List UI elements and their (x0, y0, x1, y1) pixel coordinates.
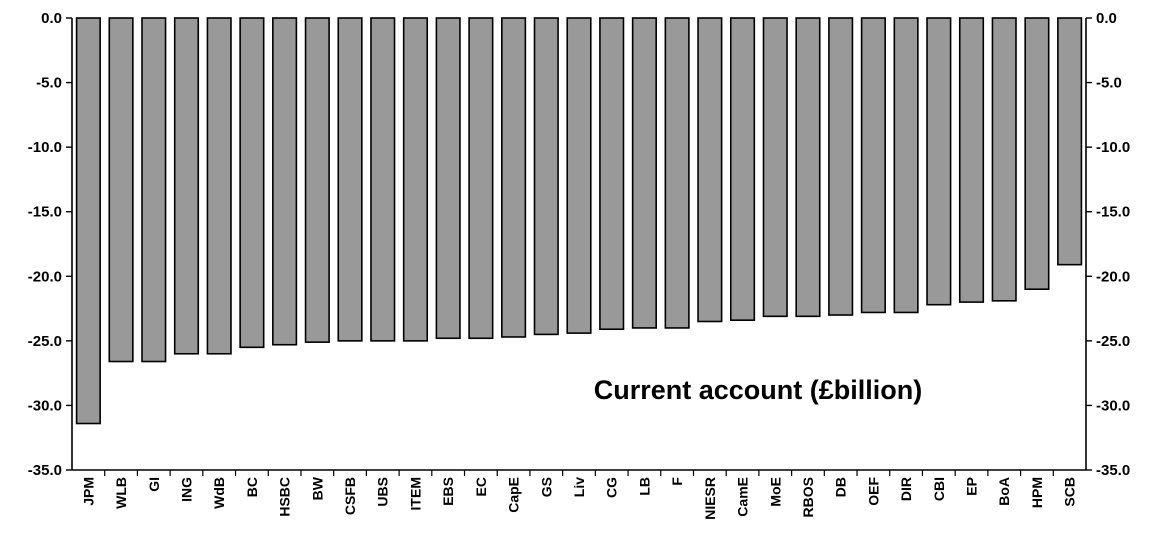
y-tick-label-right: -5.0 (1096, 75, 1122, 92)
bar-hpm (1024, 17, 1050, 291)
category-label: BW (309, 476, 325, 500)
bar-liv (566, 17, 592, 334)
y-tick-label-right: -35.0 (1096, 462, 1130, 479)
axes-layer (66, 17, 1092, 476)
category-label: UBS (375, 477, 391, 507)
chart-title: Current account (£billion) (594, 375, 923, 405)
bar-scb (1057, 17, 1083, 266)
bar-dir (893, 17, 919, 314)
bar-came (729, 17, 756, 321)
y-tick-label-left: -20.0 (28, 268, 62, 285)
y-tick-label-right: -30.0 (1096, 397, 1130, 414)
labels-layer: 0.0 0.0 -5.0 -5.0 -10.0 -10.0 -15.0 -15.0 -20.0 -… (28, 10, 1130, 520)
category-label: EC (473, 477, 489, 496)
category-label: Liv (571, 477, 587, 497)
bars-layer (75, 17, 1083, 425)
category-label: RBOS (800, 477, 816, 517)
bar-gi (141, 17, 167, 363)
category-label: CapE (506, 477, 522, 513)
category-label: CG (604, 477, 620, 498)
bar-boa (991, 17, 1017, 302)
bar-ubs (370, 17, 396, 342)
bar-db (828, 17, 854, 316)
category-label: ING (178, 477, 194, 502)
bar-wdb (206, 17, 232, 355)
bar-ec (468, 17, 494, 340)
category-label: WdB (211, 477, 227, 509)
bar-oef (860, 17, 886, 314)
bar-cbi (926, 17, 952, 306)
bar-jpm (75, 17, 101, 425)
category-label: CSFB (342, 477, 358, 515)
bar-ebs (435, 17, 461, 340)
y-tick-label-left: 0.0 (41, 10, 62, 27)
y-tick-label-left: -15.0 (28, 204, 62, 221)
y-tick-label-left: -35.0 (28, 462, 62, 479)
y-tick-label-right: 0.0 (1096, 10, 1117, 27)
bar-hsbc (272, 17, 298, 346)
category-label: ITEM (407, 477, 423, 510)
bar-moe (762, 17, 788, 318)
category-label: CamE (735, 477, 751, 517)
y-tick-label-left: -5.0 (36, 75, 62, 92)
y-tick-label-left: -10.0 (28, 139, 62, 156)
category-label: DIR (898, 477, 914, 501)
category-label: CBI (931, 477, 947, 501)
category-label: EBS (440, 477, 456, 506)
category-label: MoE (767, 477, 783, 507)
bar-cape (501, 17, 527, 338)
y-tick-label-right: -10.0 (1096, 139, 1130, 156)
bar-cg (599, 17, 625, 331)
y-tick-label-right: -20.0 (1096, 268, 1130, 285)
bar-gs (533, 17, 559, 336)
category-label: BoA (996, 477, 1012, 506)
y-tick-label-left: -25.0 (28, 333, 62, 350)
bar-ep (958, 17, 985, 303)
bar-item (402, 17, 429, 342)
category-label: HPM (1029, 477, 1045, 508)
category-label: BC (244, 477, 260, 497)
category-label: OEF (865, 477, 881, 506)
bar-lb (631, 17, 657, 329)
category-label: HSBC (277, 477, 293, 517)
bar-ing (173, 17, 200, 355)
category-label: EP (964, 477, 980, 496)
bar-bw (304, 17, 330, 343)
bar-niesr (697, 17, 723, 323)
y-tick-label-right: -25.0 (1096, 333, 1130, 350)
bar-f (664, 17, 690, 329)
category-label: SCB (1062, 477, 1078, 507)
y-tick-label-left: -30.0 (28, 397, 62, 414)
category-label: WLB (113, 477, 129, 509)
category-label: JPM (80, 477, 96, 506)
bar-csfb (337, 17, 363, 342)
bar-bc (239, 17, 265, 349)
y-tick-label-right: -15.0 (1096, 204, 1130, 221)
bar-wlb (108, 17, 134, 363)
bar-rbos (795, 17, 821, 318)
category-label: LB (636, 477, 652, 496)
category-label: DB (833, 477, 849, 497)
category-label: F (669, 477, 685, 486)
category-label: GS (538, 477, 554, 497)
category-label: NIESR (702, 477, 718, 520)
category-label: GI (146, 477, 162, 492)
